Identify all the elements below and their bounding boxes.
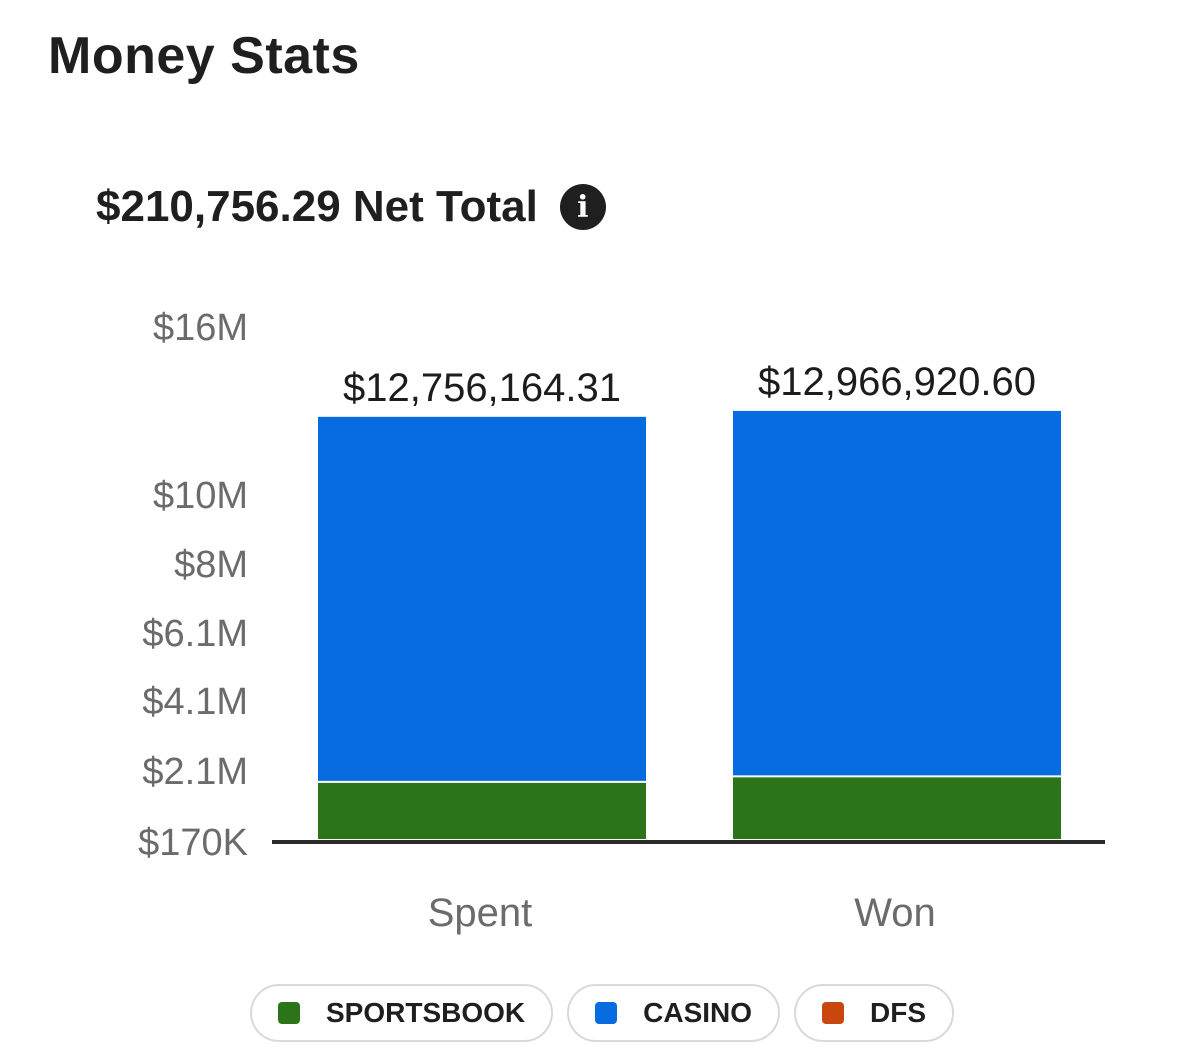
legend-item-casino[interactable]: CASINO [567, 984, 781, 1042]
chart-legend: SPORTSBOOK CASINO DFS [250, 984, 955, 1042]
legend-item-sportsbook[interactable]: SPORTSBOOK [250, 984, 554, 1042]
bar-sportsbook-spent [318, 782, 646, 839]
legend-label-casino: CASINO [643, 997, 753, 1028]
info-icon[interactable]: i [559, 184, 606, 230]
y-tick-label: $4.1M [142, 681, 248, 723]
legend-swatch-casino [595, 1002, 618, 1024]
bar-casino-won [733, 410, 1061, 776]
bar-total-label: $12,756,164.31 [343, 366, 621, 410]
y-tick-label: $10M [153, 475, 248, 517]
y-tick-label: $6.1M [142, 613, 248, 655]
legend-label-dfs: DFS [870, 997, 927, 1028]
legend-swatch-dfs [822, 1002, 845, 1024]
money-stats-chart: $170K $2.1M $4.1M $6.1M $8M $10M $16M $12,756,1… [138, 307, 1105, 935]
net-total-row: $210,756.29 Net Total i [96, 182, 606, 232]
legend-label-sportsbook: SPORTSBOOK [326, 997, 526, 1028]
bar-sportsbook-won [733, 777, 1061, 839]
legend-item-dfs[interactable]: DFS [794, 984, 955, 1042]
y-tick-label: $8M [174, 544, 248, 586]
y-tick-label: $170K [138, 822, 248, 864]
x-category-label: Spent [428, 891, 533, 935]
net-total: $210,756.29 Net Total [96, 182, 538, 231]
y-tick-label: $16M [153, 307, 248, 349]
bar-casino-spent [318, 416, 646, 781]
legend-swatch-sportsbook [278, 1002, 300, 1024]
bar-total-label: $12,966,920.60 [758, 360, 1036, 404]
page-title: Money Stats [48, 27, 360, 85]
x-category-label: Won [854, 891, 936, 935]
y-tick-label: $2.1M [142, 751, 248, 793]
